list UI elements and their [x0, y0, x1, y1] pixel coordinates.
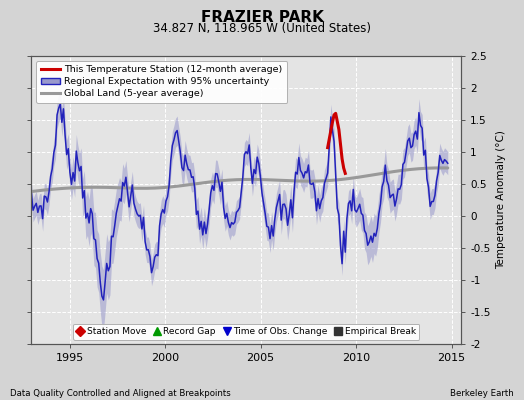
Legend: Station Move, Record Gap, Time of Obs. Change, Empirical Break: Station Move, Record Gap, Time of Obs. C…: [73, 324, 419, 340]
Text: FRAZIER PARK: FRAZIER PARK: [201, 10, 323, 25]
Text: Data Quality Controlled and Aligned at Breakpoints: Data Quality Controlled and Aligned at B…: [10, 389, 231, 398]
Y-axis label: Temperature Anomaly (°C): Temperature Anomaly (°C): [496, 130, 506, 270]
Text: 34.827 N, 118.965 W (United States): 34.827 N, 118.965 W (United States): [153, 22, 371, 35]
Text: Berkeley Earth: Berkeley Earth: [450, 389, 514, 398]
